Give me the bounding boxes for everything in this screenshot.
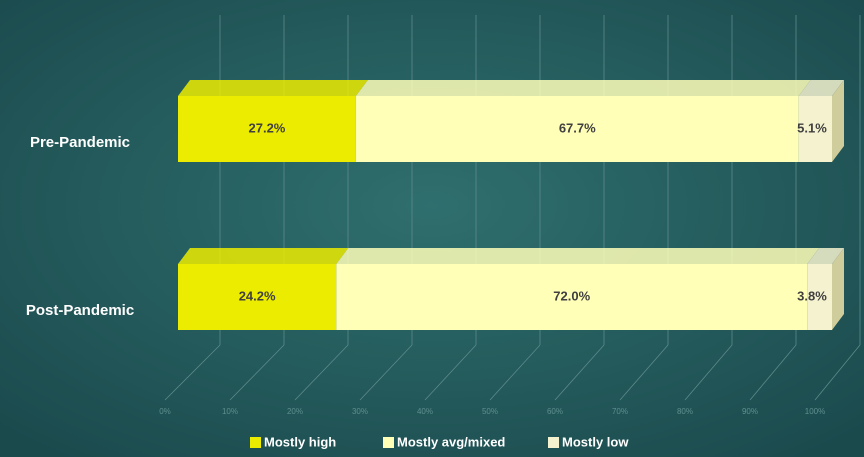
floor-line bbox=[619, 344, 669, 401]
bar-top bbox=[798, 80, 844, 96]
x-tick-label: 50% bbox=[482, 407, 498, 416]
bar bbox=[355, 96, 799, 162]
floor-line bbox=[554, 344, 605, 401]
bar-top bbox=[355, 80, 811, 96]
floor-line bbox=[814, 344, 861, 401]
bar-top bbox=[178, 248, 349, 264]
data-label: 27.2% bbox=[249, 120, 286, 135]
x-tick-label: 90% bbox=[742, 407, 758, 416]
bar-top bbox=[336, 248, 820, 264]
floor-line bbox=[229, 344, 285, 401]
x-tick-label: 80% bbox=[677, 407, 693, 416]
floor-line bbox=[749, 344, 797, 401]
floor-line bbox=[684, 344, 733, 401]
data-label: 67.7% bbox=[559, 120, 596, 135]
x-tick-label: 70% bbox=[612, 407, 628, 416]
bar bbox=[178, 96, 356, 162]
x-tick-label: 40% bbox=[417, 407, 433, 416]
bar bbox=[798, 96, 832, 162]
category-label: Pre-Pandemic bbox=[30, 134, 130, 151]
x-tick-label: 10% bbox=[222, 407, 238, 416]
data-label: 5.1% bbox=[797, 120, 827, 135]
bar-top bbox=[807, 248, 844, 264]
legend-label: Mostly high bbox=[264, 434, 336, 449]
legend-swatch bbox=[548, 437, 559, 448]
floor-line bbox=[424, 344, 477, 401]
category-label: Post-Pandemic bbox=[26, 302, 134, 319]
floor-line bbox=[164, 344, 221, 401]
x-tick-label: 60% bbox=[547, 407, 563, 416]
bar-side bbox=[832, 80, 844, 162]
legend-label: Mostly low bbox=[562, 434, 629, 449]
x-tick-label: 30% bbox=[352, 407, 368, 416]
data-label: 3.8% bbox=[797, 288, 827, 303]
bar bbox=[336, 264, 808, 330]
floor-line bbox=[489, 344, 541, 401]
bar bbox=[178, 264, 337, 330]
floor-line bbox=[359, 344, 413, 401]
data-label: 72.0% bbox=[553, 288, 590, 303]
legend-swatch bbox=[250, 437, 261, 448]
floor-line bbox=[294, 344, 349, 401]
legend-swatch bbox=[383, 437, 394, 448]
bar-side bbox=[832, 248, 844, 330]
x-tick-label: 0% bbox=[159, 407, 171, 416]
bar-top bbox=[178, 80, 368, 96]
x-tick-label: 100% bbox=[805, 407, 825, 416]
data-label: 24.2% bbox=[239, 288, 276, 303]
x-tick-label: 20% bbox=[287, 407, 303, 416]
bar bbox=[807, 264, 832, 330]
legend-label: Mostly avg/mixed bbox=[397, 434, 505, 449]
